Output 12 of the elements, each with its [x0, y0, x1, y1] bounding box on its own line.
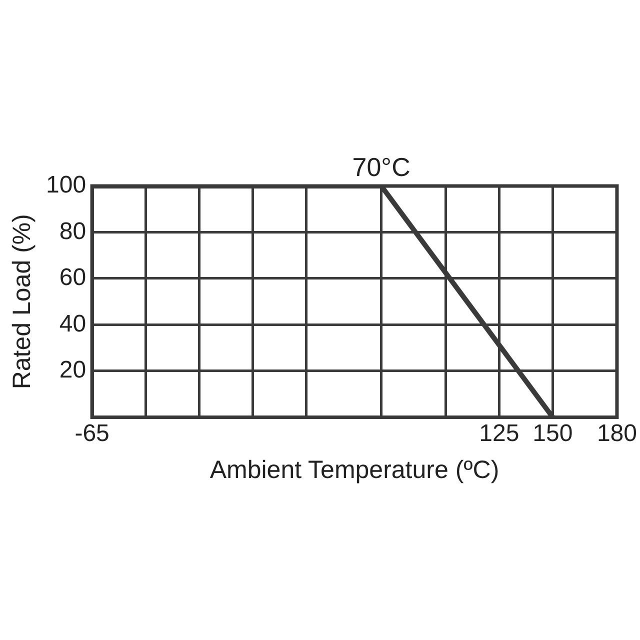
annotation: 70°C: [352, 152, 410, 182]
y-tick-label: 100: [46, 172, 86, 199]
y-tick-label: 40: [59, 310, 86, 338]
y-tick-label: 20: [59, 356, 86, 384]
x-tick-label: 150: [532, 420, 573, 448]
y-tick-label: 80: [59, 218, 86, 245]
x-tick-label: 125: [479, 420, 520, 448]
x-tick-label: 180: [596, 420, 637, 448]
x-axis-title: Ambient Temperature (ºC): [210, 456, 500, 484]
y-tick-label: 60: [59, 264, 86, 292]
y-axis-title: Rated Load (%): [8, 214, 36, 390]
x-tick-label: -65: [74, 420, 110, 448]
